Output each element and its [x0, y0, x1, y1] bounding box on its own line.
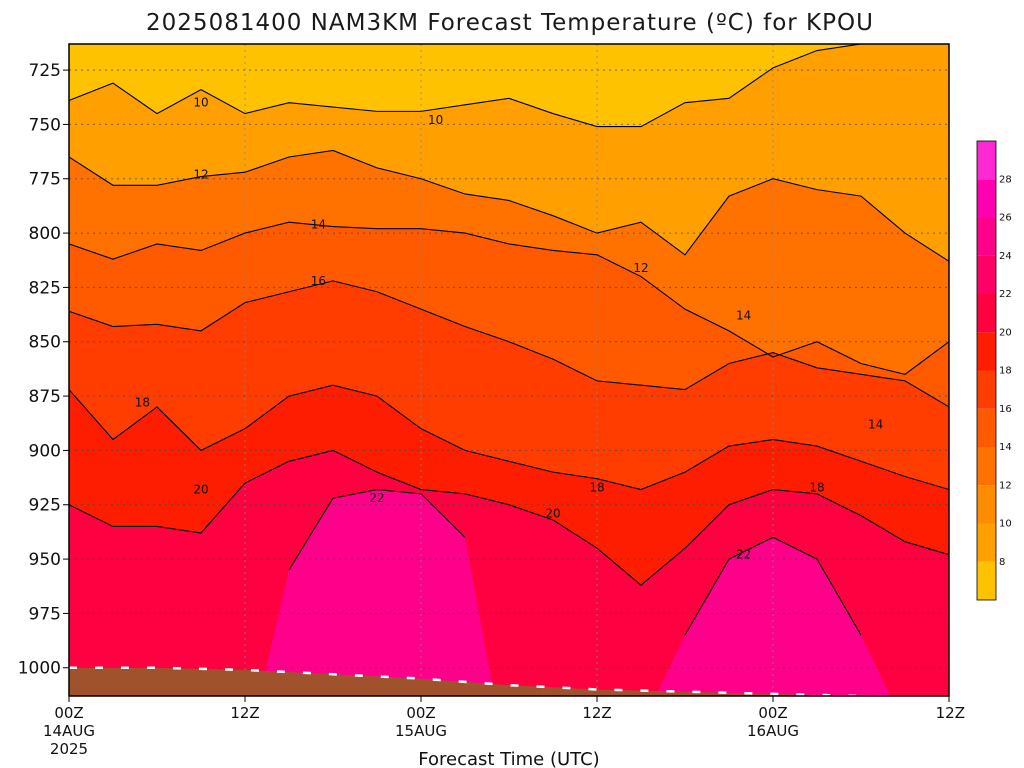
colorbar: 8 10 12 14 16 18 20 22 24 26 28	[976, 140, 1012, 601]
colorbar-frame	[976, 140, 997, 601]
y-tick-label: 950	[29, 550, 61, 570]
contour-label-18: 18	[809, 480, 824, 494]
contour-label-14: 14	[736, 309, 751, 323]
contour-line-22	[684, 536, 862, 636]
colorbar-swatch	[977, 332, 996, 371]
y-tick-label: 900	[29, 441, 61, 461]
contour-label-18: 18	[589, 480, 604, 494]
colorbar-swatch	[977, 370, 996, 409]
colorbar-label: 10	[999, 519, 1012, 530]
x-tick-label: 12Z	[230, 704, 259, 722]
colorbar-swatch	[977, 294, 996, 333]
terrain-surface-line	[69, 666, 912, 696]
colorbar-swatch	[977, 523, 996, 562]
contour-label-12: 12	[633, 261, 648, 275]
colorbar-label: 8	[999, 557, 1005, 568]
contour-label-22: 22	[369, 491, 384, 505]
x-tick-date: 15AUG	[395, 722, 447, 740]
colorbar-swatch	[977, 179, 996, 218]
contour-line-12	[69, 149, 949, 262]
x-tick-date: 14AUG	[43, 722, 95, 740]
contour-label-14: 14	[868, 417, 883, 431]
band-fill-22	[259, 489, 495, 696]
contour-label-20: 20	[545, 506, 560, 520]
y-tick-label: 725	[29, 61, 61, 81]
contour-label-14: 14	[311, 217, 326, 231]
colorbar-label: 28	[999, 174, 1012, 185]
plot-frame	[68, 43, 950, 697]
colorbar-swatch	[977, 447, 996, 486]
y-tick-label: 975	[29, 604, 61, 624]
terrain-ground	[69, 667, 949, 696]
y-tick-label: 1000	[18, 659, 61, 679]
y-tick-label: 750	[29, 115, 61, 135]
chart-title: 2025081400 NAM3KM Forecast Temperature (…	[146, 10, 874, 36]
x-tick-label: 00Z	[758, 704, 787, 722]
contour-line-14	[69, 221, 949, 375]
x-axis-title: Forecast Time (UTC)	[418, 749, 599, 768]
y-tick-label: 775	[29, 170, 61, 190]
contour-line-10	[69, 44, 949, 128]
y-tick-label: 850	[29, 333, 61, 353]
contour-label-10: 10	[428, 113, 443, 127]
contour-label-18: 18	[135, 396, 150, 410]
plot-area: 10 10 12 12 14 14 14 16 18 18 18 20 20 22 22	[69, 44, 949, 696]
contour-line-22	[288, 488, 466, 571]
colorbar-label: 12	[999, 480, 1012, 491]
x-tick-label: 12Z	[582, 704, 611, 722]
contour-label-12: 12	[193, 167, 208, 181]
x-tick-label: 12Z	[936, 704, 965, 722]
colorbar-swatch	[977, 141, 996, 180]
x-tick-year: 2025	[50, 740, 88, 758]
colorbar-swatch	[977, 485, 996, 524]
y-tick-label: 925	[29, 496, 61, 516]
x-tick-label: 00Z	[406, 704, 435, 722]
colorbar-label: 14	[999, 442, 1012, 453]
contour-label-22: 22	[736, 548, 751, 562]
x-tick-label: 00Z	[54, 704, 83, 722]
colorbar-swatch	[977, 561, 996, 600]
colorbar-label: 24	[999, 251, 1012, 262]
colorbar-label: 16	[999, 404, 1012, 415]
contour-label-10: 10	[193, 96, 208, 110]
y-axis: 725 750 775 800 825 850 875 900 925 950 975 1000	[18, 61, 69, 679]
y-tick-label: 800	[29, 224, 61, 244]
colorbar-label: 18	[999, 366, 1012, 377]
y-tick-label: 825	[29, 278, 61, 298]
colorbar-swatch	[977, 255, 996, 294]
contour-label-16: 16	[311, 274, 326, 288]
contour-line-20	[69, 449, 949, 586]
contour-line-16	[69, 280, 949, 408]
colorbar-swatch	[977, 217, 996, 256]
colorbar-label: 22	[999, 289, 1012, 300]
contour-line-18	[69, 384, 949, 491]
band-fill-22	[655, 537, 891, 696]
colorbar-label: 20	[999, 327, 1012, 338]
colorbar-label: 26	[999, 213, 1012, 224]
x-tick-date: 16AUG	[747, 722, 799, 740]
contour-label-20: 20	[193, 483, 208, 497]
colorbar-swatch	[977, 408, 996, 447]
y-tick-label: 875	[29, 387, 61, 407]
